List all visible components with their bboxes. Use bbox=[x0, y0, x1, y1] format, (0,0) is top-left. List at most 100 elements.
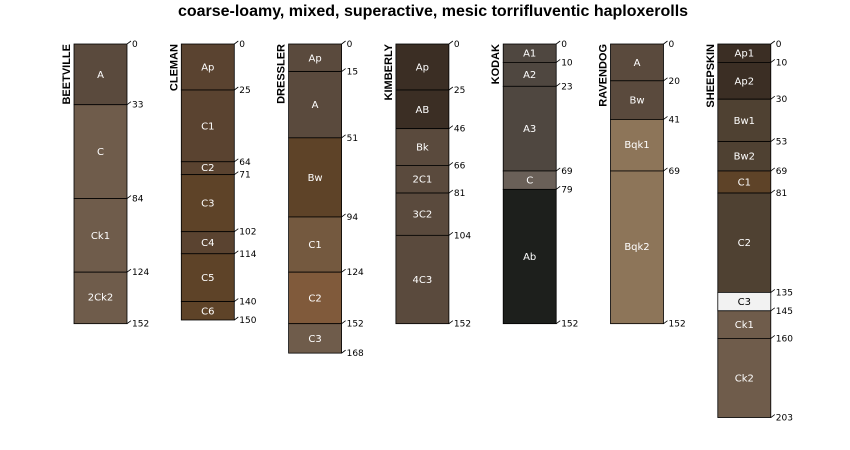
depth-label: 79 bbox=[561, 185, 573, 195]
horizon-label: Bqk1 bbox=[624, 140, 649, 151]
depth-label: 25 bbox=[454, 86, 465, 96]
horizon-label: A bbox=[634, 58, 641, 69]
depth-tick bbox=[126, 195, 132, 199]
depth-tick bbox=[663, 116, 668, 120]
horizon-sheepskin-ck1 bbox=[717, 310, 772, 339]
depth-label: 0 bbox=[561, 40, 567, 50]
depth-tick bbox=[448, 189, 454, 194]
horizon-label: C bbox=[97, 147, 104, 158]
horizon-label: Bqk2 bbox=[624, 242, 649, 253]
depth-label: 160 bbox=[776, 334, 793, 344]
profile-ravendog: RAVENDOG A Bw Bqk1 Bqk2 0 20 41 69 152 bbox=[598, 40, 686, 330]
horizon-label: Ap1 bbox=[735, 49, 755, 60]
horizon-kodak-a3 bbox=[502, 85, 557, 172]
horizon-label: A bbox=[312, 100, 319, 111]
depth-tick bbox=[126, 320, 132, 324]
profile-name: RAVENDOG bbox=[598, 44, 610, 107]
horizon-label: C6 bbox=[201, 306, 214, 317]
depth-label: 71 bbox=[239, 171, 250, 181]
depth-tick bbox=[448, 162, 454, 166]
horizon-cleman-c3 bbox=[180, 174, 235, 233]
depth-label: 152 bbox=[454, 320, 471, 330]
depth-tick bbox=[234, 316, 239, 321]
horizon-label: C1 bbox=[738, 178, 751, 189]
horizon-label: Bk bbox=[416, 143, 429, 154]
depth-label: 69 bbox=[561, 167, 573, 177]
depth-tick bbox=[663, 40, 668, 45]
horizon-label: 4C3 bbox=[413, 275, 433, 286]
depth-label: 81 bbox=[776, 189, 787, 199]
depth-tick bbox=[770, 189, 776, 194]
depth-tick bbox=[663, 320, 668, 324]
horizon-ravendog-bqk2 bbox=[610, 170, 664, 325]
horizon-label: C bbox=[526, 176, 533, 187]
horizon-dressler-ap bbox=[288, 43, 343, 73]
horizon-label: C4 bbox=[201, 238, 214, 249]
depth-label: 152 bbox=[669, 320, 686, 330]
depth-tick bbox=[126, 101, 132, 106]
depth-tick bbox=[234, 86, 239, 91]
horizon-label: Ck1 bbox=[91, 231, 110, 242]
horizon-dressler-a bbox=[288, 71, 343, 139]
depth-tick bbox=[448, 40, 454, 45]
depth-tick bbox=[770, 167, 776, 172]
profile-name: BEETVILLE bbox=[61, 44, 73, 105]
depth-tick bbox=[770, 289, 776, 293]
depth-tick bbox=[341, 68, 346, 72]
depth-tick bbox=[555, 82, 561, 87]
horizon-label: Ap2 bbox=[735, 76, 755, 87]
depth-label: 10 bbox=[561, 58, 573, 68]
depth-label: 0 bbox=[669, 40, 675, 50]
depth-label: 84 bbox=[132, 195, 144, 205]
horizon-kodak-ab bbox=[502, 188, 557, 325]
depth-tick bbox=[341, 134, 346, 139]
depth-label: 64 bbox=[239, 158, 251, 168]
horizon-label: Ck2 bbox=[735, 373, 754, 384]
depth-label: 10 bbox=[776, 58, 788, 68]
horizon-label: Ck1 bbox=[735, 320, 754, 331]
horizon-dressler-c1 bbox=[288, 216, 343, 273]
horizon-label: C3 bbox=[201, 199, 214, 210]
depth-label: 30 bbox=[776, 95, 788, 105]
horizon-label: Bw1 bbox=[734, 116, 755, 127]
horizon-label: C5 bbox=[201, 273, 214, 284]
horizon-label: Ap bbox=[416, 63, 429, 74]
depth-tick bbox=[770, 40, 776, 45]
horizon-beetville-2ck2 bbox=[73, 271, 128, 325]
depth-label: 0 bbox=[347, 40, 353, 50]
horizon-label: A2 bbox=[523, 70, 536, 81]
depth-label: 114 bbox=[239, 250, 256, 260]
horizon-cleman-c5 bbox=[180, 253, 235, 302]
depth-label: 124 bbox=[347, 268, 364, 278]
depth-tick bbox=[770, 59, 776, 63]
depth-label: 150 bbox=[239, 316, 256, 326]
depth-label: 69 bbox=[669, 167, 681, 177]
horizon-ravendog-a bbox=[610, 43, 664, 82]
depth-label: 124 bbox=[132, 268, 149, 278]
depth-tick bbox=[555, 167, 561, 172]
horizon-sheepskin-c2 bbox=[717, 192, 772, 293]
depth-label: 104 bbox=[454, 231, 471, 241]
depth-tick bbox=[234, 228, 239, 232]
profile-sheepskin: SHEEPSKIN Ap1 Ap2 Bw1 Bw2 C1 C2 C3 Ck1 Ck2 0 10 30 53… bbox=[705, 40, 793, 424]
depth-label: 53 bbox=[776, 138, 787, 148]
depth-tick bbox=[555, 186, 561, 190]
depth-tick bbox=[234, 171, 239, 175]
depth-label: 69 bbox=[776, 167, 788, 177]
profile-kodak: KODAK A1 A2 A3 C Ab 0 10 23 69 79 152 bbox=[490, 40, 578, 330]
horizon-label: A bbox=[97, 70, 104, 81]
horizon-beetville-a bbox=[73, 43, 128, 106]
horizon-label: Ap bbox=[201, 63, 214, 74]
horizon-kimberly-2c1 bbox=[395, 165, 450, 194]
depth-label: 25 bbox=[239, 86, 250, 96]
depth-label: 152 bbox=[561, 320, 578, 330]
depth-label: 23 bbox=[561, 82, 572, 92]
depth-label: 152 bbox=[132, 320, 149, 330]
horizon-label: Bw bbox=[629, 96, 644, 107]
horizon-label: AB bbox=[416, 105, 430, 116]
profile-name: KODAK bbox=[490, 44, 502, 84]
depth-tick bbox=[770, 95, 776, 100]
depth-label: 0 bbox=[454, 40, 460, 50]
horizon-cleman-c1 bbox=[180, 89, 235, 163]
